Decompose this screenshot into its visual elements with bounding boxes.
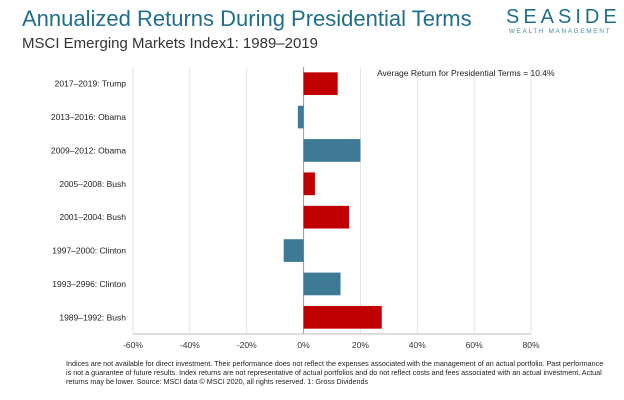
x-tick-label: -40% xyxy=(180,340,200,350)
bar xyxy=(297,105,304,129)
brand-logo: SEASIDE WEALTH MANAGEMENT xyxy=(506,6,621,35)
returns-bar-chart: -60% -40% -20% 0% 20% 40% 60% 80% 2017–2019: Tru… xyxy=(51,67,555,350)
category-label: 2005–2008: Bush xyxy=(59,179,126,189)
category-label: 1997–2000: Clinton xyxy=(52,246,126,256)
category-label: 2013–2016: Obama xyxy=(51,112,126,122)
bar xyxy=(283,239,304,262)
x-tick-label: 20% xyxy=(352,340,369,350)
x-tick-label: -60% xyxy=(123,340,143,350)
logo-tagline: WEALTH MANAGEMENT xyxy=(508,28,612,35)
x-tick-label: 0% xyxy=(297,340,310,350)
page-subtitle: MSCI Emerging Markets Index1: 1989–2019 xyxy=(22,35,318,52)
category-label: 2017–2019: Trump xyxy=(55,79,127,89)
x-tick-label: 80% xyxy=(522,340,539,350)
bar xyxy=(303,139,361,162)
category-label: 2001–2004: Bush xyxy=(59,212,126,222)
average-return-annotation: Average Return for Presidential Terms = … xyxy=(377,68,555,78)
bar xyxy=(303,272,341,296)
bar xyxy=(303,172,315,196)
bar xyxy=(303,305,382,329)
category-label: 1993–2996: Clinton xyxy=(52,279,126,289)
page-title: Annualized Returns During Presidential T… xyxy=(22,6,472,31)
disclaimer-footnote: Indices are not available for direct inv… xyxy=(66,359,604,387)
x-tick-label: 60% xyxy=(466,340,483,350)
logo-name: SEASIDE xyxy=(506,6,621,28)
category-label: 2009–2012: Obama xyxy=(51,145,126,155)
category-label: 1989–1992: Bush xyxy=(59,312,126,322)
x-tick-label: 40% xyxy=(409,340,426,350)
bar xyxy=(303,205,350,229)
bar xyxy=(303,72,338,96)
x-tick-label: -20% xyxy=(237,340,257,350)
